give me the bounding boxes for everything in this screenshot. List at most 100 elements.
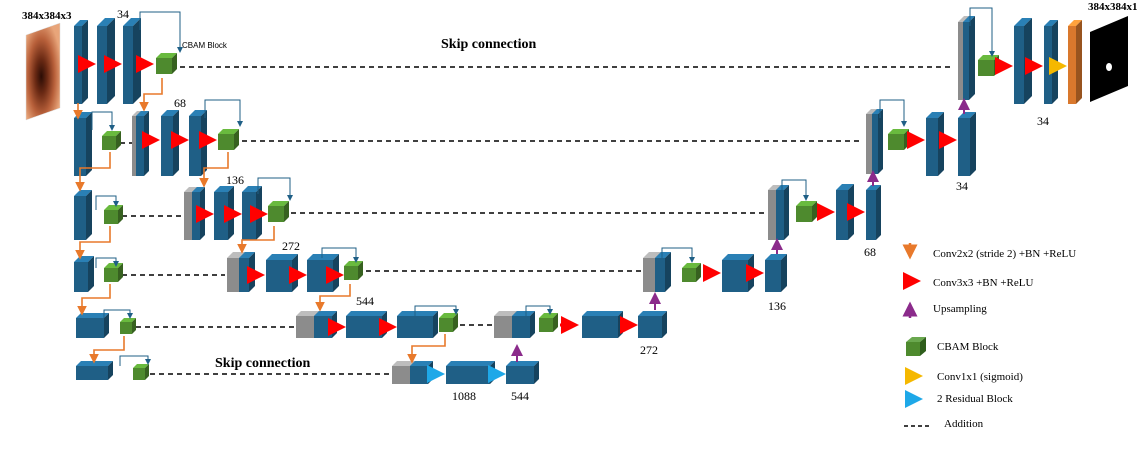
dec2-block-c — [958, 112, 976, 176]
enc5-cbam-block-b — [439, 313, 458, 332]
dec3-cbam-block — [796, 201, 817, 222]
bottleneck-block-b — [446, 361, 495, 384]
cbam-bracket-dec4 — [661, 247, 695, 263]
enc4-cbam-block-b — [344, 261, 363, 280]
down-path-4b — [315, 284, 351, 312]
channels-enc5: 544 — [356, 294, 374, 308]
dec2-cbam-block — [888, 129, 909, 150]
cbam-bracket-level2 — [91, 111, 115, 131]
down-path-1b — [139, 78, 163, 112]
dec5-block-a — [512, 311, 535, 338]
down-path-5b — [407, 334, 446, 364]
enc2-block-a — [74, 112, 92, 176]
enc2-cbam-block — [102, 131, 121, 150]
skip-connection-label-top: Skip connection — [441, 37, 537, 52]
enc1-cbam-block — [156, 53, 177, 74]
dec1-block-b — [1014, 18, 1032, 104]
dec2-block-b — [926, 112, 944, 176]
legend-item-6-text: Addition — [944, 418, 984, 430]
enc3-cbam-block — [104, 205, 123, 224]
enc2-block-b — [136, 111, 149, 176]
enc4-block-c — [266, 254, 298, 292]
enc5-block-b — [314, 311, 337, 338]
dec3-block-c — [866, 185, 881, 240]
channels-dec3: 68 — [864, 245, 876, 259]
cbam-bracket-level5-b — [414, 305, 459, 316]
input-image — [25, 22, 61, 121]
channels-dec1: 34 — [1037, 114, 1049, 128]
channels-bottleneck-a: 1088 — [452, 389, 476, 403]
legend-green-cube-icon — [906, 337, 926, 356]
channels-bottleneck-b: 544 — [511, 389, 529, 403]
dec1-block-c — [1044, 20, 1058, 104]
dec5-block-c — [638, 311, 667, 338]
output-mask-image — [1090, 16, 1128, 102]
enc4-block-a — [74, 256, 94, 292]
channels-enc3: 136 — [226, 173, 244, 187]
enc2-cbam-block-b — [218, 129, 239, 150]
dec1-block-a — [963, 16, 975, 100]
enc4-block-b — [239, 252, 255, 292]
channels-dec2: 34 — [956, 179, 968, 193]
dec2-block-a — [872, 109, 883, 174]
dec4-block-a — [655, 252, 671, 292]
dec1-cbam-block — [978, 55, 999, 76]
down-path-4 — [77, 284, 111, 316]
enc5-cbam-block — [120, 318, 136, 334]
bottleneck-block-a — [410, 361, 433, 384]
cbam-bracket-level3 — [95, 195, 119, 210]
down-path-3b — [237, 226, 275, 254]
enc1-block-b — [97, 18, 115, 104]
input-size-label: 384x384x3 — [22, 10, 72, 22]
cbam-bracket-level5 — [103, 309, 133, 319]
enc5-block-c — [346, 311, 387, 338]
enc1-block-c — [123, 18, 141, 104]
channels-enc2: 68 — [174, 96, 186, 110]
cbam-bracket-dec3 — [781, 179, 809, 201]
enc4-cbam-block — [104, 263, 123, 282]
enc5-block-a — [76, 313, 109, 338]
cbam-bracket-level1 — [139, 11, 183, 53]
bracket-lines — [73, 7, 995, 366]
skip-connections — [120, 66, 952, 375]
enc3-cbam-block-b — [268, 201, 289, 222]
enc2-block-d — [189, 110, 207, 176]
down-path-2 — [75, 152, 111, 192]
legend-item-5-text: 2 Residual Block — [937, 393, 1013, 405]
channels-enc1: 34 — [117, 7, 129, 21]
bottom-cbam-block — [133, 364, 149, 380]
channels-dec4: 136 — [768, 299, 786, 313]
bottleneck-block-c — [506, 361, 539, 384]
feature-blocks — [74, 16, 1082, 384]
legend: Conv2x2 (stride 2) +BN +ReLU Conv3x3 +BN… — [902, 243, 1076, 430]
output-conv-block — [1068, 20, 1082, 104]
cbam-bracket-level4-b — [321, 247, 359, 263]
enc5-block-d — [397, 311, 438, 338]
cbam-bracket-dec2 — [879, 99, 907, 127]
cbam-bracket-level2-b — [204, 99, 243, 127]
enc2-block-c — [161, 110, 179, 176]
enc3-block-a — [74, 190, 92, 240]
dec3-block-b — [836, 184, 854, 240]
down-path-3 — [75, 226, 111, 260]
down-path-2b — [199, 152, 229, 188]
skip-connection-label-bottom: Skip connection — [215, 356, 311, 371]
output-size-label: 384x384x1 — [1088, 1, 1138, 13]
channels-enc4: 272 — [282, 239, 300, 253]
cbam-bracket-level4 — [95, 257, 119, 268]
channels-dec5: 272 — [640, 343, 658, 357]
dec4-cbam-block — [682, 263, 701, 282]
cbam-bracket-level3-b — [257, 177, 293, 201]
legend-item-2-text: Upsampling — [933, 303, 987, 315]
legend-item-0-text: Conv2x2 (stride 2) +BN +ReLU — [933, 248, 1076, 260]
enc1-block-a — [74, 20, 88, 104]
dec5-cbam-block — [539, 313, 558, 332]
cbam-bracket-dec5 — [525, 305, 553, 316]
dec4-block-c — [765, 254, 787, 292]
legend-item-1-text: Conv3x3 +BN +ReLU — [933, 277, 1033, 289]
legend-item-3-text: CBAM Block — [937, 341, 999, 353]
operation-arrows — [78, 55, 1067, 383]
down-path-5 — [89, 336, 125, 364]
cbam-bracket-level6 — [119, 355, 151, 366]
